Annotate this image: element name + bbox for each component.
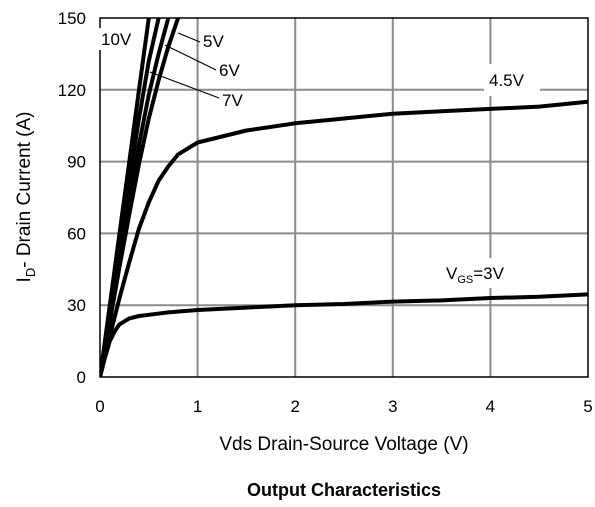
chart-title: Output Characteristics [247, 480, 441, 500]
curve-label-6v: 6V [219, 61, 240, 80]
y-tick-label: 150 [58, 9, 86, 28]
y-tick-label: 120 [58, 81, 86, 100]
y-tick-label: 0 [77, 368, 86, 387]
curves [100, 18, 588, 377]
leader-7v [149, 71, 220, 99]
curve-label-4-5v: 4.5V [489, 71, 525, 90]
y-tick-labels: 0 30 60 90 120 150 [58, 9, 86, 387]
label-bg-10v [98, 28, 138, 50]
label-bg-4-5v [484, 64, 540, 96]
y-axis-label: ID- Drain Current (A) [14, 112, 38, 283]
y-axis-label-rest: - Drain Current (A) [14, 112, 35, 268]
x-tick-label: 5 [583, 397, 592, 416]
vgs-label-sub: GS [457, 274, 473, 286]
vgs-label-rest: =3V [473, 264, 504, 283]
y-axis-label-main: I [14, 277, 35, 282]
x-axis-label: Vds Drain-Source Voltage (V) [219, 434, 468, 455]
x-tick-label: 1 [193, 397, 202, 416]
x-tick-label: 4 [486, 397, 495, 416]
y-axis-label-sub: D [23, 268, 38, 277]
y-tick-label: 90 [67, 153, 86, 172]
plot-frame [99, 17, 589, 378]
curve-vgs-3v [100, 292, 588, 377]
curve-label-7v: 7V [222, 91, 243, 110]
vgs-label-main: V [446, 264, 458, 283]
y-tick-label: 30 [67, 296, 86, 315]
x-tick-label: 2 [290, 397, 299, 416]
x-tick-labels: 0 1 2 3 4 5 [95, 397, 592, 416]
label-bg-vgs3v [443, 258, 545, 288]
x-tick-label: 3 [388, 397, 397, 416]
y-tick-label: 60 [67, 224, 86, 243]
curve-4-5v [100, 99, 588, 377]
curve-label-10v: 10V [101, 30, 132, 49]
leader-6v [164, 44, 217, 71]
curve-label-5v: 5V [203, 32, 224, 51]
leader-5v [177, 32, 201, 43]
curve-5v [100, 18, 181, 377]
curve-label-vgs3v: VGS=3V [446, 264, 505, 286]
x-tick-label: 0 [95, 397, 104, 416]
